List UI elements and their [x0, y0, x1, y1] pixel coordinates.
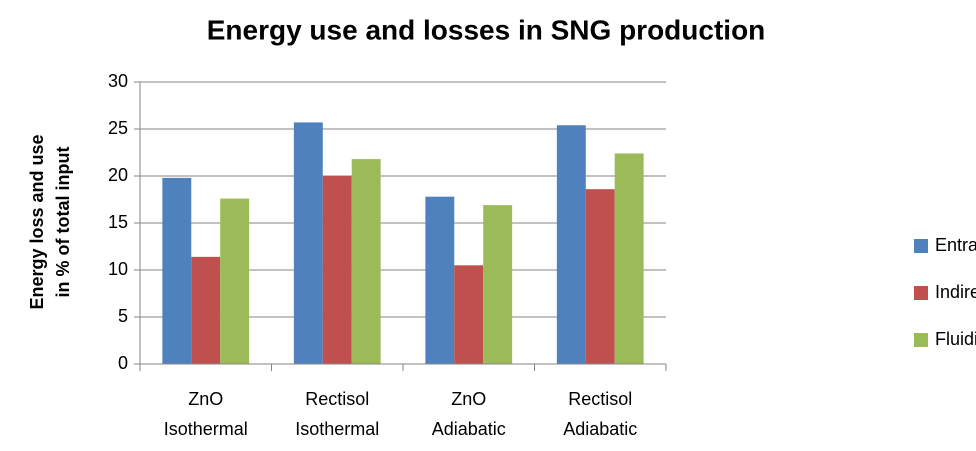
bar [585, 189, 615, 364]
bar [162, 177, 192, 364]
y-tick-label: 15 [108, 212, 128, 232]
bar [454, 265, 484, 364]
y-tick-label: 5 [118, 306, 128, 326]
y-tick-label: 10 [108, 259, 128, 279]
legend-label: Fluidized bed gasifier [935, 329, 976, 349]
legend-swatch [914, 286, 928, 300]
legend-label: Entrained flow gasifier [935, 235, 976, 255]
bar [425, 196, 455, 364]
bar [220, 198, 250, 364]
x-tick-label: ZnO Adiabatic [431, 389, 506, 439]
bar [351, 159, 381, 364]
bar [483, 205, 513, 364]
y-axis-label: Energy loss and use in % of total input [27, 134, 73, 310]
bar [322, 176, 352, 364]
x-tick-label: Rectisol Isothermal [295, 389, 380, 439]
bar [614, 153, 644, 364]
x-tick-label: ZnO Isothermal [163, 389, 248, 439]
legend-swatch [914, 333, 928, 347]
bar [293, 122, 323, 364]
legend-label: Indirect gasifier [935, 282, 976, 302]
x-tick-label: Rectisol Adiabatic [563, 389, 638, 439]
bar [191, 256, 221, 364]
y-tick-label: 20 [108, 165, 128, 185]
chart-title: Energy use and losses in SNG production [207, 14, 766, 45]
bar [556, 125, 586, 365]
legend-swatch [914, 239, 928, 253]
y-tick-label: 0 [118, 353, 128, 373]
y-tick-label: 25 [108, 118, 128, 138]
y-tick-label: 30 [108, 71, 128, 91]
